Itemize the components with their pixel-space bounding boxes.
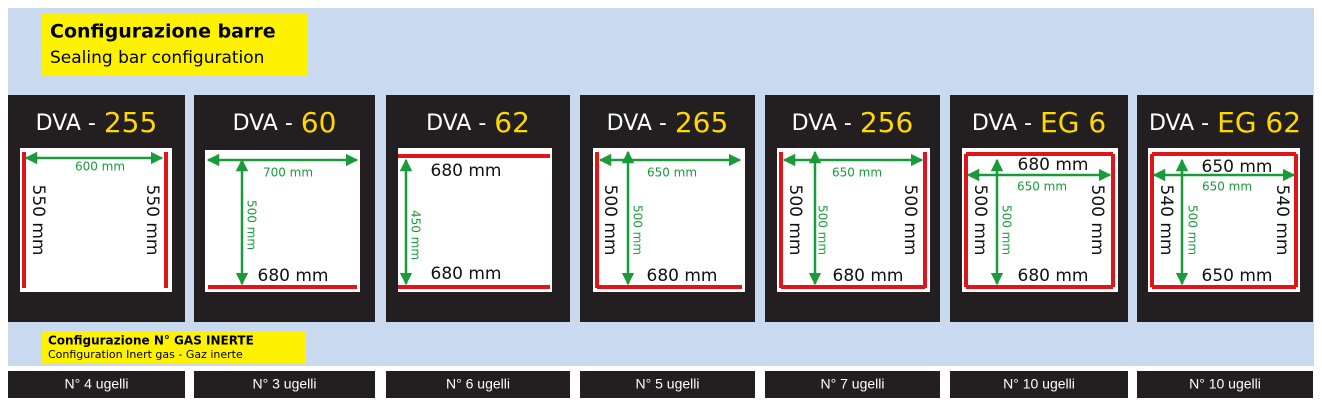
nozzle-bar: [386, 371, 570, 398]
nozzle-bar: [765, 371, 940, 398]
dimension-label: 500 mm: [631, 205, 645, 255]
dimension-label: 550 mm: [142, 185, 162, 256]
panel-title: DVA - 256: [792, 106, 914, 139]
title-model: EG 6: [1040, 106, 1106, 139]
title-model: EG 62: [1217, 106, 1301, 139]
tray: [20, 148, 172, 292]
dimension-label: 500 mm: [600, 185, 620, 256]
gas-subtitle: Configuration Inert gas - Gaz inerte: [48, 348, 243, 361]
dimension-label: 680 mm: [258, 266, 329, 286]
nozzle-label: N° 10 ugelli: [1189, 376, 1261, 392]
title-prefix: DVA -: [1149, 111, 1209, 136]
nozzle-label: N° 7 ugelli: [821, 376, 885, 392]
dimension-label: 650 mm: [1202, 157, 1273, 177]
dimension-label: 500 mm: [816, 205, 830, 255]
nozzle-bar: [194, 371, 375, 398]
nozzle-label: N° 4 ugelli: [65, 376, 129, 392]
title-prefix: DVA -: [972, 111, 1032, 136]
dimension-label: 680 mm: [647, 266, 718, 286]
dimension-label: 680 mm: [431, 161, 502, 181]
dimension-label: 500 mm: [970, 185, 990, 256]
title-prefix: DVA -: [36, 111, 96, 136]
title-prefix: DVA -: [607, 111, 667, 136]
title-prefix: DVA -: [426, 111, 486, 136]
nozzle-bar: [580, 371, 755, 398]
tray: [398, 148, 552, 292]
dimension-label: 450 mm: [409, 210, 423, 260]
panel-title: DVA - 255: [36, 106, 158, 139]
tray: [777, 148, 930, 292]
dimension-label: 680 mm: [1018, 155, 1089, 175]
title-model: 62: [494, 106, 530, 139]
dimension-label: 700 mm: [263, 166, 313, 180]
dimension-label: 650 mm: [832, 166, 882, 180]
dimension-label: 500 mm: [1000, 205, 1014, 255]
title-prefix: DVA -: [792, 111, 852, 136]
nozzle-bar: [950, 371, 1128, 398]
dimension-label: 680 mm: [431, 264, 502, 284]
dimension-label: 540 mm: [1156, 185, 1176, 256]
gas-box: [42, 331, 306, 363]
dimension-label: 650 mm: [647, 166, 697, 180]
dimension-label: 550 mm: [28, 185, 48, 256]
nozzle-label: N° 6 ugelli: [446, 376, 510, 392]
dimension-label: 500 mm: [1087, 185, 1107, 256]
tray: [205, 150, 360, 292]
nozzle-label: N° 10 ugelli: [1003, 376, 1075, 392]
dimension-label: 600 mm: [75, 160, 125, 174]
title-model: 265: [675, 106, 728, 139]
dimension-label: 500 mm: [245, 200, 259, 250]
dimension-label: 500 mm: [900, 185, 920, 256]
dimension-label: 500 mm: [785, 185, 805, 256]
title-prefix: DVA -: [233, 111, 293, 136]
dimension-label: 650 mm: [1017, 180, 1067, 194]
panel-title: DVA - 62: [426, 106, 530, 139]
panel-title: DVA - 60: [233, 106, 337, 139]
nozzle-bar: [8, 371, 185, 398]
gas-title: Configurazione N° GAS INERTE: [48, 334, 254, 348]
panel-title: DVA - EG 6: [972, 106, 1106, 139]
title-model: 255: [104, 106, 157, 139]
title-model: 60: [301, 106, 337, 139]
nozzle-label: N° 3 ugelli: [253, 376, 317, 392]
panel-title: DVA - EG 62: [1149, 106, 1301, 139]
header-subtitle: Sealing bar configuration: [50, 48, 264, 68]
tray: [593, 148, 745, 292]
dimension-label: 650 mm: [1202, 180, 1252, 194]
title-model: 256: [860, 106, 913, 139]
nozzle-bar: [1137, 371, 1313, 398]
dimension-label: 500 mm: [1186, 205, 1200, 255]
header-box: [42, 14, 308, 76]
dimension-label: 650 mm: [1202, 266, 1273, 286]
panel-title: DVA - 265: [607, 106, 729, 139]
dimension-label: 680 mm: [1018, 266, 1089, 286]
dimension-label: 540 mm: [1272, 185, 1292, 256]
header-title: Configurazione barre: [50, 21, 276, 43]
dimension-label: 680 mm: [833, 266, 904, 286]
nozzle-label: N° 5 ugelli: [636, 376, 700, 392]
